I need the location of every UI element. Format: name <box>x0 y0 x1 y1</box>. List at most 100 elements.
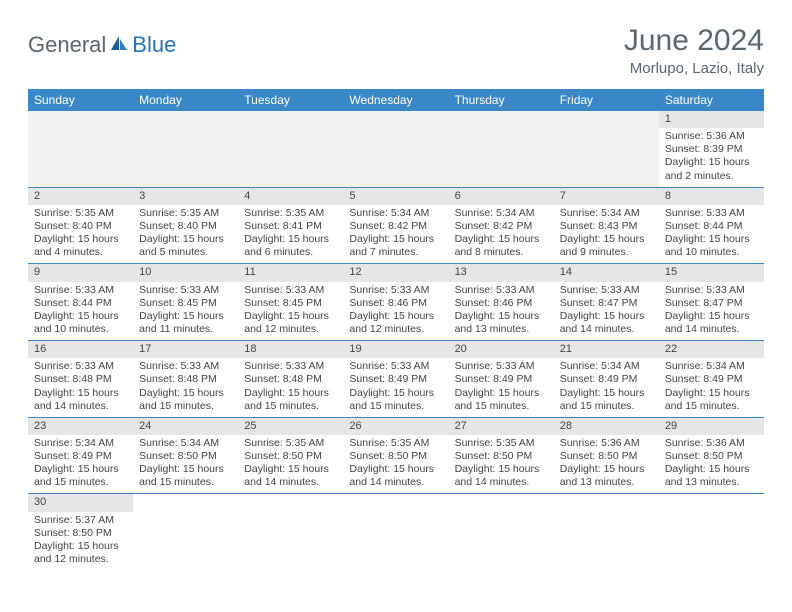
day-content: Sunrise: 5:33 AMSunset: 8:49 PMDaylight:… <box>343 358 448 417</box>
day-content: Sunrise: 5:33 AMSunset: 8:44 PMDaylight:… <box>659 205 764 264</box>
daylight-text: Daylight: 15 hours and 15 minutes. <box>139 387 232 413</box>
daylight-text: Daylight: 15 hours and 9 minutes. <box>560 233 653 259</box>
calendar-cell: 27Sunrise: 5:35 AMSunset: 8:50 PMDayligh… <box>449 417 554 494</box>
day-number: 24 <box>133 418 238 435</box>
sunset-text: Sunset: 8:42 PM <box>455 220 548 233</box>
calendar-cell: 24Sunrise: 5:34 AMSunset: 8:50 PMDayligh… <box>133 417 238 494</box>
calendar-cell: 5Sunrise: 5:34 AMSunset: 8:42 PMDaylight… <box>343 187 448 264</box>
calendar-cell: 14Sunrise: 5:33 AMSunset: 8:47 PMDayligh… <box>554 264 659 341</box>
calendar-cell: 4Sunrise: 5:35 AMSunset: 8:41 PMDaylight… <box>238 187 343 264</box>
sunrise-text: Sunrise: 5:37 AM <box>34 514 127 527</box>
sunset-text: Sunset: 8:46 PM <box>349 297 442 310</box>
brand-text-blue: Blue <box>132 32 176 58</box>
sunset-text: Sunset: 8:47 PM <box>665 297 758 310</box>
sunset-text: Sunset: 8:46 PM <box>455 297 548 310</box>
daylight-text: Daylight: 15 hours and 4 minutes. <box>34 233 127 259</box>
day-number: 13 <box>449 264 554 281</box>
day-content: Sunrise: 5:34 AMSunset: 8:49 PMDaylight:… <box>28 435 133 494</box>
sunrise-text: Sunrise: 5:35 AM <box>349 437 442 450</box>
sunset-text: Sunset: 8:50 PM <box>560 450 653 463</box>
sunset-text: Sunset: 8:49 PM <box>665 373 758 386</box>
daylight-text: Daylight: 15 hours and 15 minutes. <box>349 387 442 413</box>
daylight-text: Daylight: 15 hours and 11 minutes. <box>139 310 232 336</box>
sunrise-text: Sunrise: 5:33 AM <box>244 284 337 297</box>
calendar-cell: 22 Sunrise: 5:34 AMSunset: 8:49 PMDayligh… <box>659 341 764 418</box>
day-header: Thursday <box>449 89 554 111</box>
sunrise-text: Sunrise: 5:34 AM <box>349 207 442 220</box>
sunrise-text: Sunrise: 5:36 AM <box>560 437 653 450</box>
sunset-text: Sunset: 8:50 PM <box>455 450 548 463</box>
calendar-cell <box>659 494 764 570</box>
calendar-cell <box>554 111 659 187</box>
day-content: Sunrise: 5:35 AMSunset: 8:41 PMDaylight:… <box>238 205 343 264</box>
sunset-text: Sunset: 8:50 PM <box>244 450 337 463</box>
day-number: 18 <box>238 341 343 358</box>
daylight-text: Daylight: 15 hours and 2 minutes. <box>665 156 758 182</box>
sunrise-text: Sunrise: 5:35 AM <box>244 437 337 450</box>
calendar-cell: 13Sunrise: 5:33 AMSunset: 8:46 PMDayligh… <box>449 264 554 341</box>
day-header: Saturday <box>659 89 764 111</box>
calendar-cell: 20Sunrise: 5:33 AMSunset: 8:49 PMDayligh… <box>449 341 554 418</box>
sunset-text: Sunset: 8:49 PM <box>455 373 548 386</box>
day-content: Sunrise: 5:33 AMSunset: 8:45 PMDaylight:… <box>133 282 238 341</box>
day-number: 11 <box>238 264 343 281</box>
day-header: Sunday <box>28 89 133 111</box>
day-content: Sunrise: 5:33 AMSunset: 8:45 PMDaylight:… <box>238 282 343 341</box>
daylight-text: Daylight: 15 hours and 15 minutes. <box>665 387 758 413</box>
day-content: Sunrise: 5:33 AMSunset: 8:48 PMDaylight:… <box>133 358 238 417</box>
daylight-text: Daylight: 15 hours and 14 minutes. <box>34 387 127 413</box>
calendar-cell: 30Sunrise: 5:37 AMSunset: 8:50 PMDayligh… <box>28 494 133 570</box>
calendar-cell: 18Sunrise: 5:33 AMSunset: 8:48 PMDayligh… <box>238 341 343 418</box>
day-number: 5 <box>343 188 448 205</box>
day-content: Sunrise: 5:34 AMSunset: 8:42 PMDaylight:… <box>343 205 448 264</box>
sunrise-text: Sunrise: 5:33 AM <box>455 360 548 373</box>
calendar-cell: 29Sunrise: 5:36 AMSunset: 8:50 PMDayligh… <box>659 417 764 494</box>
day-number: 19 <box>343 341 448 358</box>
title-block: June 2024 Morlupo, Lazio, Italy <box>624 24 764 77</box>
day-content: Sunrise: 5:34 AMSunset: 8:43 PMDaylight:… <box>554 205 659 264</box>
calendar-cell: 10Sunrise: 5:33 AMSunset: 8:45 PMDayligh… <box>133 264 238 341</box>
day-header: Tuesday <box>238 89 343 111</box>
sunrise-text: Sunrise: 5:33 AM <box>665 207 758 220</box>
day-content: Sunrise: 5:33 AMSunset: 8:48 PMDaylight:… <box>28 358 133 417</box>
daylight-text: Daylight: 15 hours and 7 minutes. <box>349 233 442 259</box>
sunset-text: Sunset: 8:48 PM <box>244 373 337 386</box>
calendar-cell <box>238 494 343 570</box>
sunrise-text: Sunrise: 5:35 AM <box>34 207 127 220</box>
page-title: June 2024 <box>624 24 764 58</box>
day-number: 14 <box>554 264 659 281</box>
sunset-text: Sunset: 8:47 PM <box>560 297 653 310</box>
day-number: 23 <box>28 418 133 435</box>
daylight-text: Daylight: 15 hours and 10 minutes. <box>665 233 758 259</box>
daylight-text: Daylight: 15 hours and 12 minutes. <box>349 310 442 336</box>
sunset-text: Sunset: 8:49 PM <box>560 373 653 386</box>
day-number: 12 <box>343 264 448 281</box>
calendar-table: SundayMondayTuesdayWednesdayThursdayFrid… <box>28 89 764 570</box>
sunrise-text: Sunrise: 5:34 AM <box>34 437 127 450</box>
daylight-text: Daylight: 15 hours and 12 minutes. <box>34 540 127 566</box>
day-number: 3 <box>133 188 238 205</box>
daylight-text: Daylight: 15 hours and 8 minutes. <box>455 233 548 259</box>
calendar-cell: 25Sunrise: 5:35 AMSunset: 8:50 PMDayligh… <box>238 417 343 494</box>
day-content: Sunrise: 5:35 AMSunset: 8:50 PMDaylight:… <box>449 435 554 494</box>
location-label: Morlupo, Lazio, Italy <box>624 60 764 77</box>
sunrise-text: Sunrise: 5:33 AM <box>34 284 127 297</box>
day-number: 22 <box>659 341 764 358</box>
sunset-text: Sunset: 8:42 PM <box>349 220 442 233</box>
sunrise-text: Sunrise: 5:34 AM <box>665 360 758 373</box>
daylight-text: Daylight: 15 hours and 13 minutes. <box>560 463 653 489</box>
calendar-cell <box>133 111 238 187</box>
calendar-cell: 19Sunrise: 5:33 AMSunset: 8:49 PMDayligh… <box>343 341 448 418</box>
sunset-text: Sunset: 8:49 PM <box>34 450 127 463</box>
daylight-text: Daylight: 15 hours and 12 minutes. <box>244 310 337 336</box>
day-header: Friday <box>554 89 659 111</box>
calendar-cell: 2Sunrise: 5:35 AMSunset: 8:40 PMDaylight… <box>28 187 133 264</box>
brand-logo: General Blue <box>28 32 176 58</box>
day-number: 21 <box>554 341 659 358</box>
day-number: 4 <box>238 188 343 205</box>
day-header: Wednesday <box>343 89 448 111</box>
day-number: 27 <box>449 418 554 435</box>
calendar-cell <box>343 111 448 187</box>
day-number: 26 <box>343 418 448 435</box>
day-number: 25 <box>238 418 343 435</box>
